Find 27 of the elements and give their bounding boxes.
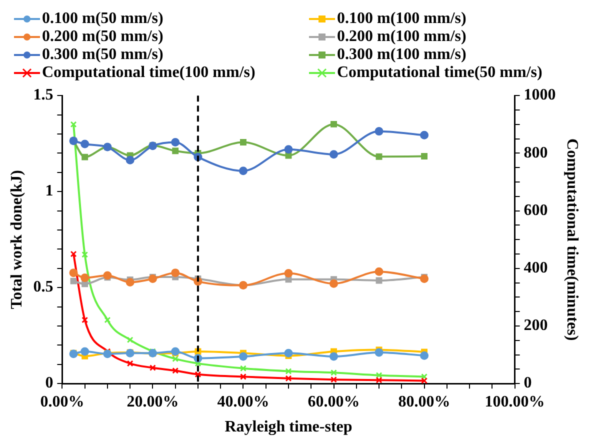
y2-tick-label: 0 [524, 374, 532, 392]
legend-label: 0.300 m(100 mm/s) [337, 46, 466, 64]
x-tick-label: 40.00% [217, 393, 270, 410]
legend-label: 0.100 m(50 mm/s) [42, 10, 164, 28]
legend-label: Computational time(100 mm/s) [42, 64, 256, 82]
x-axis-title: Rayleigh time-step [224, 418, 352, 436]
y2-tick-label: 600 [524, 202, 548, 219]
y2-axis-title: Computational time(minutes) [563, 138, 580, 341]
y2-tick-label: 800 [524, 144, 548, 162]
y2-tick-label: 400 [524, 260, 548, 277]
y2-tick-label: 1000 [524, 86, 556, 104]
legend-label: 0.300 m(50 mm/s) [42, 46, 164, 64]
x-tick-label: 80.00% [398, 393, 450, 410]
legend-label: Computational time(50 mm/s) [337, 64, 542, 82]
legend-label: 0.200 m(100 mm/s) [337, 28, 466, 46]
y-tick-label: 1.5 [33, 86, 54, 104]
x-tick-label: 20.00% [126, 393, 179, 410]
y-tick-label: 0.5 [33, 278, 54, 296]
legend-label: 0.100 m(100 mm/s) [337, 10, 466, 28]
legend-label: 0.200 m(50 mm/s) [42, 28, 164, 46]
x-tick-label: 60.00% [308, 393, 360, 410]
y-tick-label: 1 [45, 182, 54, 200]
x-tick-label: 0.00% [40, 393, 84, 410]
y2-tick-label: 200 [524, 317, 548, 334]
y-axis-title: Total work done(kJ) [8, 170, 26, 310]
y-tick-label: 0 [45, 374, 54, 392]
x-tick-label: 100.00% [484, 393, 545, 410]
